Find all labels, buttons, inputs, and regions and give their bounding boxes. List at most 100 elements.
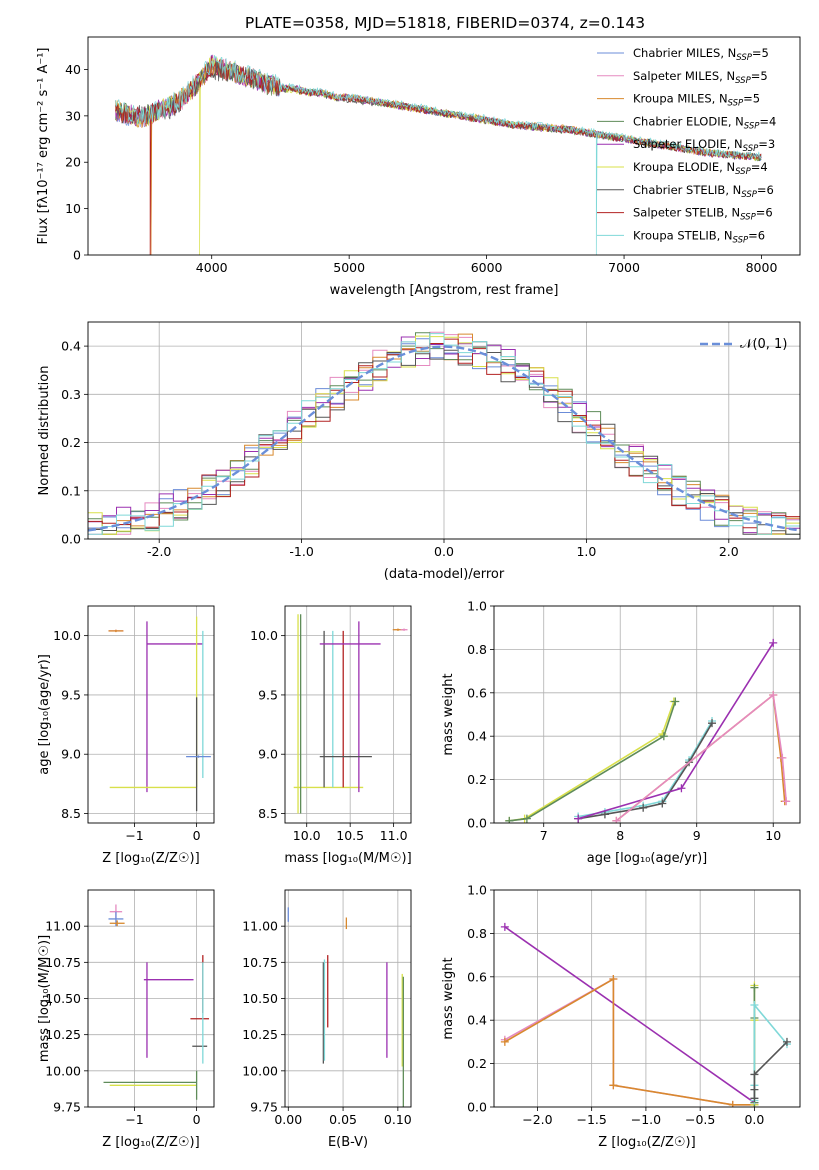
- weight-marker: [769, 638, 778, 647]
- gaussian-curve: [88, 345, 800, 532]
- y-tick-label: 40: [65, 62, 81, 77]
- weight-marker: [769, 690, 778, 699]
- weight-marker: [708, 719, 717, 728]
- weight-marker: [750, 1094, 759, 1103]
- x-tick-label: 0.0: [744, 1112, 764, 1127]
- x-tick-label: −1: [125, 1112, 143, 1127]
- y-tick-label: 0.8: [467, 926, 487, 941]
- x-tick-label: 10.0: [293, 828, 321, 843]
- y-tick-label: 11.00: [45, 919, 81, 934]
- y-axis-label: Flux [fλ10⁻¹⁷ erg cm⁻² s⁻¹ A⁻¹]: [36, 48, 51, 245]
- y-axis-label: mass [log₁₀(M/M☉)]: [37, 935, 52, 1062]
- y-tick-label: 0.6: [467, 969, 487, 984]
- plot-area-mass-vs-Z: [103, 904, 210, 1100]
- weight-line: [509, 701, 677, 822]
- x-tick-label: −0.5: [685, 1112, 715, 1127]
- weight-marker: [728, 1100, 737, 1107]
- x-tick-label: 7: [540, 828, 548, 843]
- weight-marker: [750, 1001, 759, 1010]
- weight-marker: [659, 732, 668, 741]
- y-tick-label: 0.4: [61, 339, 81, 354]
- axes-frame: [284, 605, 412, 824]
- x-tick-label: −2.0: [522, 1112, 552, 1127]
- weight-marker: [671, 697, 680, 706]
- y-axis-label: mass weight: [441, 673, 456, 755]
- axes-spectrum: 4000 5000 6000 7000 8000 0 10 20 30 40 wavelength …: [36, 36, 801, 298]
- y-tick-label: 10.00: [242, 1063, 278, 1078]
- x-tick-label: 8000: [746, 260, 778, 275]
- plot-area-age-vs-Z: [108, 616, 211, 812]
- x-axis-label: wavelength [Angstrom, rest frame]: [330, 283, 559, 298]
- y-tick-label: 10.50: [242, 991, 278, 1006]
- weight-marker: [574, 814, 583, 823]
- x-axis-label: E(B-V): [328, 1135, 368, 1150]
- x-axis-label: Z [log₁₀(Z/Z☉)]: [102, 851, 199, 866]
- legend-label: Chabrier STELIB, NSSP=6: [633, 183, 774, 200]
- spectrum-line: [115, 56, 762, 255]
- y-tick-label: 0.0: [467, 1100, 487, 1115]
- x-tick-label: 9: [693, 828, 701, 843]
- x-axis-label: mass [log₁₀(M/M☉)]: [284, 851, 411, 866]
- axes-frame: [87, 36, 801, 256]
- x-tick-label: −1: [125, 828, 143, 843]
- weight-line: [504, 926, 755, 1104]
- plot-area-mass-weight-vs-age: [505, 638, 791, 823]
- weight-line: [753, 1041, 788, 1099]
- y-tick-label: 10.25: [242, 1027, 278, 1042]
- y-tick-label: 10.75: [242, 955, 278, 970]
- weight-line: [504, 977, 755, 1106]
- y-tick-label: 11.00: [242, 919, 278, 934]
- axes-frame: [284, 889, 412, 1108]
- y-axis-label: age [log₁₀(age/yr)]: [37, 654, 52, 775]
- y-tick-label: 8.5: [61, 806, 81, 821]
- weight-line: [615, 693, 787, 822]
- axes-age-vs-mass: 10.0 10.5 11.0 8.5 9.0 9.5 10.0 mass [log₁₀(M/M…: [250, 605, 412, 866]
- y-tick-label: 9.5: [61, 687, 81, 702]
- y-tick-label: 0.0: [61, 532, 81, 547]
- axes-frame: [493, 889, 801, 1108]
- weight-line: [509, 701, 675, 822]
- legend-label: Kroupa STELIB, NSSP=6: [633, 228, 765, 245]
- weight-marker: [750, 1085, 759, 1094]
- histogram-step: [88, 331, 800, 535]
- axes-frame: [87, 605, 215, 824]
- x-tick-label: 0.10: [384, 1112, 412, 1127]
- y-tick-label: 1.0: [467, 599, 487, 614]
- y-tick-label: 0.0: [467, 816, 487, 831]
- plot-area-mass-weight-vs-Z: [500, 922, 791, 1107]
- x-tick-label: 0: [193, 1112, 201, 1127]
- x-axis-label: Z [log₁₀(Z/Z☉)]: [102, 1135, 199, 1150]
- weight-line: [577, 642, 774, 820]
- x-axis-label: Z [log₁₀(Z/Z☉)]: [598, 1135, 695, 1150]
- x-tick-label: 10: [765, 828, 781, 843]
- y-tick-label: 0.1: [61, 483, 81, 498]
- x-tick-label: −1.0: [631, 1112, 661, 1127]
- plot-area-mass-vs-EBV: [287, 907, 404, 1107]
- weight-marker: [500, 922, 509, 931]
- weight-line: [578, 722, 713, 820]
- y-tick-label: 0.4: [467, 1013, 487, 1028]
- spectrum-line: [115, 55, 762, 255]
- y-tick-label: 0.3: [61, 387, 81, 402]
- y-tick-label: 10: [65, 201, 81, 216]
- weight-marker: [609, 1081, 618, 1090]
- x-tick-label: 8: [616, 828, 624, 843]
- axes-age-vs-Z: −1 0 8.5 9.0 9.5 10.0 Z [log₁₀(Z/Z☉)] age [log₁…: [37, 605, 215, 866]
- legend-label: Salpeter STELIB, NSSP=6: [633, 206, 773, 223]
- y-axis-label: mass weight: [441, 957, 456, 1039]
- y-tick-label: 10.75: [45, 955, 81, 970]
- legend-label: Salpeter ELODIE, NSSP=3: [633, 137, 775, 154]
- axes-mass-weight-vs-Z: −2.0 −1.5 −1.0 −0.5 0.0 0.0 0.2 0.4 0.6 0.8 1.0 Z […: [441, 883, 801, 1150]
- y-tick-label: 10.25: [45, 1027, 81, 1042]
- weight-marker: [750, 1070, 759, 1079]
- weight-marker: [677, 784, 686, 793]
- axes-mass-vs-EBV: 0.00 0.05 0.10 9.75 10.00 10.25 10.50 10.75 11.0…: [242, 889, 412, 1150]
- axes-residuals: -2.0 -1.0 0.0 1.0 2.0 0.0 0.1 0.2 0.3 0.4 (data-mo…: [37, 321, 801, 582]
- weight-marker: [500, 1037, 509, 1046]
- x-tick-label: -2.0: [147, 544, 171, 559]
- axes-mass-vs-Z: −1 0 9.75 10.00 10.25 10.50 10.75 11.00 Z [log₁₀…: [37, 889, 215, 1150]
- x-axis-label: (data-model)/error: [384, 567, 505, 582]
- y-tick-label: 10.0: [250, 628, 278, 643]
- weight-line: [504, 977, 755, 1106]
